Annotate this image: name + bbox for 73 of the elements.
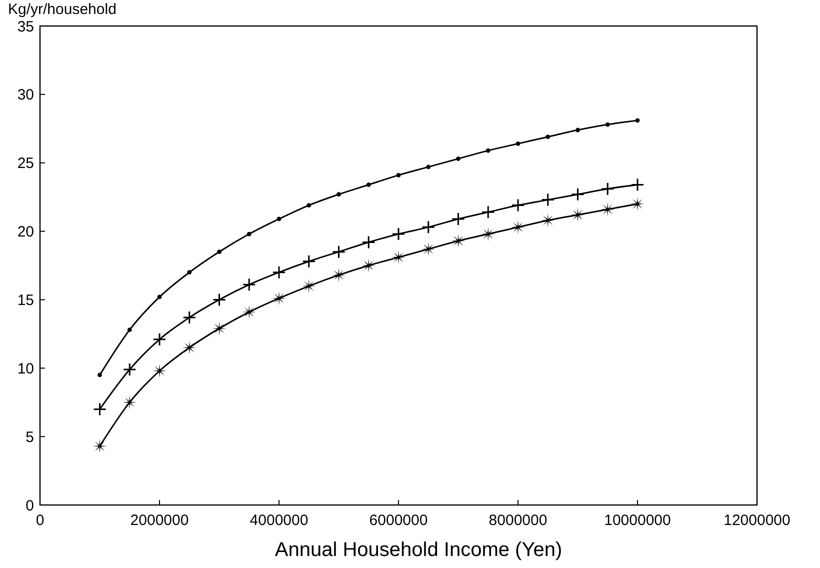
point <box>152 364 166 378</box>
x-tick-label: 2000000 <box>130 512 189 529</box>
x-axis-title: Annual Household Income (Yen) <box>274 539 562 561</box>
point <box>187 270 192 275</box>
point <box>421 242 436 256</box>
point <box>182 340 196 355</box>
y-tick-label: 30 <box>17 86 34 104</box>
point <box>182 310 196 324</box>
point <box>576 128 580 132</box>
point <box>362 235 376 249</box>
y-axis-title: Kg/yr/household <box>8 1 116 18</box>
point <box>93 402 106 416</box>
point <box>242 278 256 292</box>
y-tick-label: 15 <box>17 292 34 309</box>
point <box>486 148 490 153</box>
y-tick-label: 0 <box>26 497 34 514</box>
point <box>302 279 316 294</box>
point <box>456 156 460 161</box>
point <box>306 203 312 208</box>
point <box>152 332 166 346</box>
x-tick-label: 4000000 <box>250 512 308 529</box>
point <box>571 188 584 202</box>
point <box>98 372 102 378</box>
point <box>605 122 610 127</box>
point <box>127 328 132 332</box>
y-tick-label: 25 <box>17 155 34 172</box>
point <box>392 250 406 264</box>
point <box>546 134 550 140</box>
point <box>122 362 136 376</box>
point <box>212 321 226 336</box>
point <box>540 213 555 228</box>
x-tick-label: 10000000 <box>604 512 671 529</box>
point <box>302 254 316 268</box>
point <box>426 164 431 170</box>
point <box>511 198 525 212</box>
point <box>157 294 162 300</box>
point <box>481 205 495 219</box>
point <box>600 182 614 196</box>
point <box>511 220 525 234</box>
y-tick-label: 35 <box>17 18 34 36</box>
point <box>396 172 401 178</box>
y-tick-label: 10 <box>17 360 34 378</box>
point <box>242 305 256 320</box>
point <box>332 268 346 282</box>
point <box>366 182 371 187</box>
point <box>272 266 286 280</box>
point <box>600 202 615 216</box>
point <box>246 232 252 236</box>
point <box>630 178 644 192</box>
y-tick-label: 20 <box>17 224 34 241</box>
point <box>451 234 466 248</box>
point <box>272 291 286 306</box>
point <box>392 227 406 241</box>
point <box>541 193 555 207</box>
point <box>122 395 137 410</box>
point <box>276 216 282 222</box>
point <box>570 208 585 222</box>
point <box>452 212 465 226</box>
y-tick-label: 5 <box>26 428 34 446</box>
point <box>217 250 222 254</box>
point <box>92 439 107 454</box>
point <box>332 245 346 259</box>
point <box>516 141 520 146</box>
point <box>422 220 436 234</box>
point <box>362 258 376 272</box>
point <box>212 292 226 306</box>
point <box>635 118 640 123</box>
x-tick-label: 12000000 <box>724 512 790 529</box>
x-tick-label: 6000000 <box>369 512 428 529</box>
point <box>336 192 341 197</box>
x-tick-label: 8000000 <box>488 512 548 529</box>
point <box>481 227 496 242</box>
point <box>630 196 644 211</box>
